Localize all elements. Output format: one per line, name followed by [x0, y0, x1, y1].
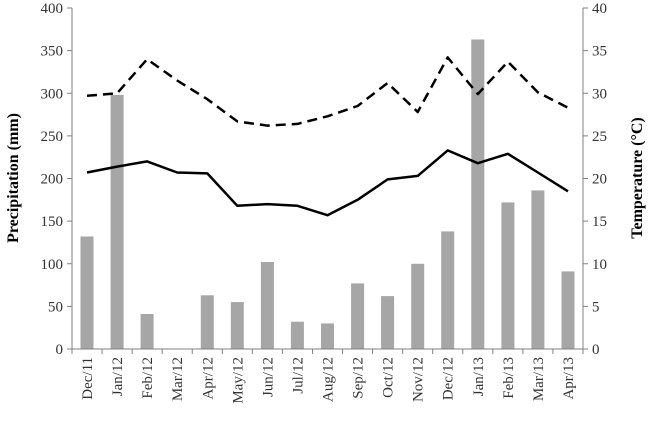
precipitation-bar-Sep/12 — [351, 283, 365, 349]
left-tick-label: 0 — [56, 342, 64, 358]
precipitation-bar-Jul/12 — [290, 321, 304, 349]
precipitation-bar-Jan/12 — [110, 95, 124, 349]
left-y-axis-title: Precipitation (mm) — [5, 113, 22, 243]
x-tick-label: Feb/12 — [140, 357, 156, 399]
x-tick-label: Apr/12 — [200, 357, 216, 400]
right-tick-label: 10 — [592, 257, 607, 273]
left-tick-label: 250 — [41, 129, 64, 145]
precipitation-bar-Nov/12 — [411, 263, 425, 350]
precipitation-bar-Jun/12 — [260, 262, 274, 349]
precipitation-bar-Mar/13 — [531, 190, 545, 349]
right-tick-label: 0 — [592, 342, 600, 358]
left-y-ticks: 0 50 100 150 200 250 300 350 400 — [41, 1, 72, 358]
left-tick-label: 150 — [41, 214, 64, 230]
right-y-axis-title: Temperature (°C) — [629, 117, 646, 238]
right-tick-label: 30 — [592, 86, 607, 102]
x-tick-label: Dec/12 — [441, 357, 457, 400]
precipitation-bar-Apr/13 — [561, 271, 575, 349]
x-tick-label: Apr/13 — [561, 357, 577, 400]
x-tick-label: May/12 — [230, 357, 246, 404]
x-tick-label: Aug/12 — [321, 357, 337, 402]
left-tick-label: 300 — [41, 86, 64, 102]
right-tick-label: 40 — [592, 1, 607, 17]
x-tick-label: Jun/12 — [260, 357, 276, 397]
precipitation-bar-Dec/11 — [80, 236, 94, 349]
dashed-temperature-line — [86, 56, 569, 127]
right-tick-label: 20 — [592, 172, 607, 188]
precipitation-bar-Aug/12 — [321, 323, 334, 349]
right-tick-label: 25 — [592, 129, 607, 145]
x-tick-label: Jan/13 — [471, 357, 487, 396]
precipitation-bar-Feb/12 — [140, 314, 154, 349]
x-tick-label: Dec/11 — [80, 357, 96, 400]
x-tick-label: Nov/12 — [411, 357, 427, 402]
temperature-lines — [86, 56, 569, 217]
right-tick-label: 5 — [592, 299, 600, 315]
precipitation-bar-Dec/12 — [441, 231, 455, 349]
precipitation-bars — [80, 39, 575, 350]
left-tick-label: 350 — [41, 44, 64, 60]
right-y-ticks: 0 5 10 15 20 25 30 35 40 — [583, 1, 607, 358]
x-ticks: Dec/11 Jan/12 Feb/12 Mar/12 Apr/12 May/12 Jun/… — [71, 349, 584, 404]
solid-temperature-line — [86, 149, 569, 217]
left-tick-label: 50 — [48, 299, 63, 315]
x-tick-label: Sep/12 — [351, 357, 367, 399]
precipitation-bar-Jan/13 — [471, 39, 485, 349]
precipitation-bar-Oct/12 — [381, 296, 395, 349]
left-tick-label: 400 — [41, 1, 64, 17]
x-tick-label: Oct/12 — [381, 357, 397, 398]
x-tick-label: Mar/13 — [531, 357, 547, 401]
x-tick-label: Jul/12 — [290, 357, 306, 394]
x-tick-label: Jan/12 — [110, 357, 126, 396]
precipitation-bar-Feb/13 — [501, 202, 515, 349]
x-tick-label: Mar/12 — [170, 357, 186, 401]
left-tick-label: 200 — [41, 172, 64, 188]
precipitation-bar-May/12 — [230, 302, 244, 349]
left-tick-label: 100 — [41, 257, 64, 273]
precipitation-bar-Apr/12 — [200, 295, 214, 349]
right-tick-label: 15 — [592, 214, 607, 230]
right-tick-label: 35 — [592, 44, 607, 60]
x-tick-label: Feb/13 — [501, 357, 517, 399]
